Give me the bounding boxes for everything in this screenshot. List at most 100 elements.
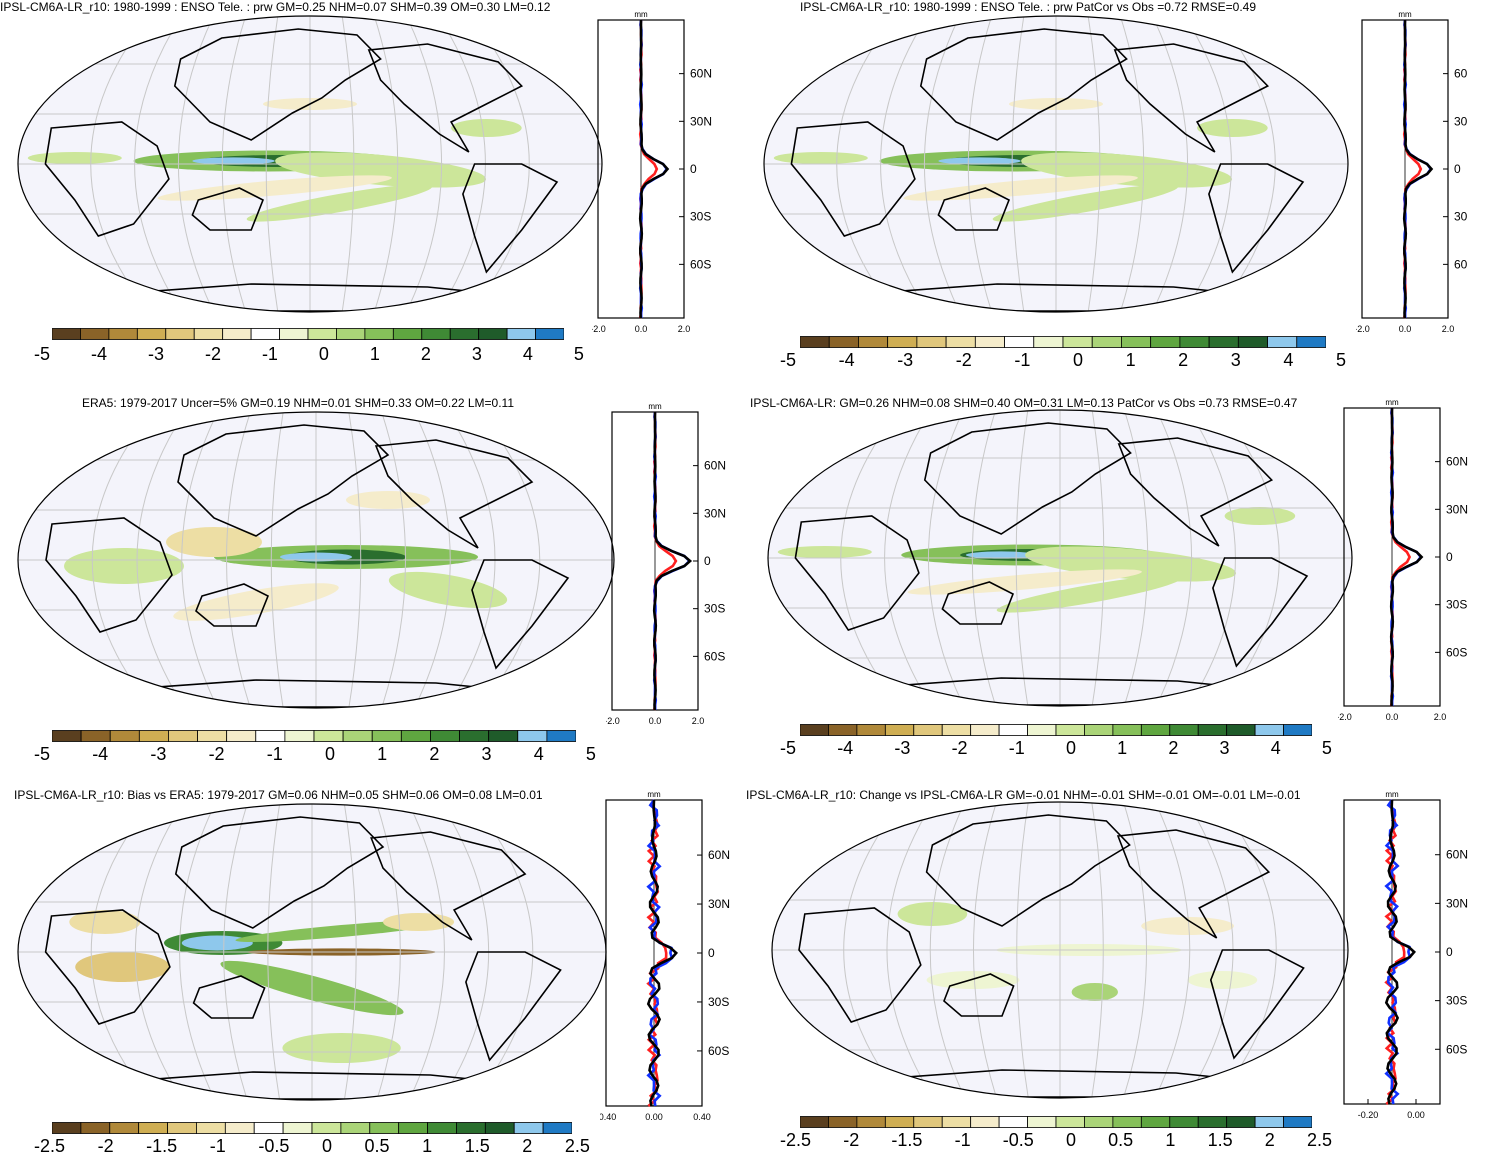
continent-outline-asia <box>919 28 1128 141</box>
colorbar-swatch <box>449 328 480 340</box>
colorbar-swatch <box>456 1122 486 1134</box>
continent-outline-australia <box>943 973 1015 1017</box>
anomaly-region <box>181 935 253 951</box>
anomaly-region <box>773 152 868 164</box>
colorbar <box>800 336 1326 348</box>
colorbar-tick-label: -5 <box>780 350 797 370</box>
anomaly-region <box>1224 507 1296 525</box>
colorbar-tick-label: 4 <box>533 744 544 764</box>
colorbar-tick-label: -2 <box>208 744 225 764</box>
colorbar-swatch <box>517 730 548 742</box>
profile-line-blue <box>638 19 669 319</box>
longitude-gridline <box>1011 16 1025 312</box>
colorbar-swatch <box>430 730 460 742</box>
zonal-mean-profile: mm 60N 30N 0 30S 60S -2.0 0.0 2.0 <box>1338 398 1468 722</box>
continent-outline-namerica <box>1116 829 1271 939</box>
colorbar-swatch <box>165 328 195 340</box>
colorbar-labels: -5 -4 -3 -2 -1 0 1 2 3 4 5 <box>780 738 1332 759</box>
longitude-gridline <box>1087 16 1101 312</box>
colorbar-tick-label: -2 <box>204 344 221 364</box>
colorbar <box>800 1116 1312 1128</box>
profile-ytick-label: 30S <box>690 210 711 224</box>
colorbar-swatch <box>1055 724 1085 736</box>
longitude-gridline <box>1153 802 1191 1098</box>
profile-ytick-label: 60S <box>1446 645 1467 659</box>
longitude-gridline <box>923 16 961 312</box>
colorbar-swatch <box>1084 1116 1114 1128</box>
colorbar-tick-label: -1 <box>266 744 283 764</box>
colorbar-swatch <box>828 336 859 348</box>
colorbar-swatch <box>1027 724 1057 736</box>
anomaly-region <box>1025 546 1237 582</box>
colorbar-labels: -5 -4 -3 -2 -1 0 1 2 3 4 5 <box>34 744 596 765</box>
longitude-gridline <box>90 16 152 312</box>
colorbar-tick-label: 2.5 <box>564 1136 590 1156</box>
world-map <box>17 411 615 709</box>
colorbar-swatch <box>887 336 918 348</box>
profile-ytick-label: 30S <box>1446 994 1467 1008</box>
colorbar-swatch <box>828 1116 858 1128</box>
colorbar-tick-label: 1 <box>422 1136 433 1156</box>
colorbar-tick-label: 0 <box>1065 738 1076 758</box>
colorbar-swatch <box>535 328 564 340</box>
colorbar-tick-label: -4 <box>92 744 109 764</box>
continent-outline-africa <box>44 909 171 1025</box>
longitude-gridline <box>478 412 541 708</box>
anomaly-region <box>275 152 487 188</box>
profile-ytick-label: 30N <box>690 114 712 128</box>
colorbar-swatch <box>1169 724 1199 736</box>
continent-outline-samerica <box>1208 163 1305 274</box>
colorbar-tick-label: 5 <box>1321 738 1332 758</box>
profile-xtick-label: 2.0 <box>692 716 705 726</box>
continent-outline-greenland <box>524 816 568 842</box>
zonal-mean-profile: mm 60N 30N 0 30S 60S -0.40 0.00 0.40 <box>600 790 730 1122</box>
profile-ytick-label: 30S <box>704 602 725 616</box>
colorbar-swatch <box>800 1116 829 1128</box>
colorbar-swatch <box>1254 724 1284 736</box>
colorbar-swatch <box>197 730 228 742</box>
profile-ytick-label: 60S <box>704 649 725 663</box>
profile-unit-label: mm <box>634 10 648 19</box>
colorbar-tick-label: -2 <box>843 1130 860 1150</box>
anomaly-region <box>173 583 339 621</box>
anomaly-region <box>388 571 508 609</box>
colorbar-tick-label: -3 <box>897 350 914 370</box>
colorbar-swatch <box>52 730 82 742</box>
longitude-gridline <box>1090 802 1104 1098</box>
longitude-gridline <box>1151 16 1189 312</box>
profile-ytick-label: 0 <box>690 162 697 176</box>
panel-title: IPSL-CM6A-LR_r10: Change vs IPSL-CM6A-LR… <box>746 788 1301 802</box>
colorbar-swatch <box>224 1122 255 1134</box>
continent-outline-africa <box>44 121 170 237</box>
colorbar-labels: -2.5 -2 -1.5 -1 -0.5 0 0.5 1 1.5 2 2.5 <box>34 1136 590 1157</box>
colorbar-swatch <box>974 336 1005 348</box>
colorbar-swatch <box>1197 724 1228 736</box>
colorbar-tick-label: -3 <box>894 738 911 758</box>
colorbar-swatch <box>513 1122 544 1134</box>
colorbar-swatch <box>313 730 344 742</box>
colorbar-tick-label: 3 <box>1219 738 1230 758</box>
map-border <box>767 409 1353 707</box>
longitude-gridline <box>1218 410 1280 706</box>
anomaly-region <box>75 952 170 982</box>
longitude-gridline <box>927 410 965 706</box>
map-content <box>764 16 1348 312</box>
profile-xtick-label: 0.0 <box>649 716 662 726</box>
colorbar-swatch <box>916 336 947 348</box>
profile-xtick-label: -2.0 <box>1356 324 1370 334</box>
profile-unit-label: mm <box>1385 790 1399 799</box>
longitude-gridline <box>343 804 357 1100</box>
map-border <box>763 15 1349 313</box>
panel-title: IPSL-CM6A-LR_r10: 1980-1999 : ENSO Tele.… <box>800 0 1256 14</box>
longitude-gridline <box>348 412 362 708</box>
longitude-gridline <box>1015 410 1029 706</box>
continent-outline-africa <box>45 517 173 633</box>
colorbar-tick-label: 4 <box>1283 350 1294 370</box>
colorbar-tick-label: -1.5 <box>891 1130 923 1150</box>
colorbar-swatch <box>307 328 337 340</box>
longitude-gridline <box>468 16 530 312</box>
longitude-gridline <box>90 804 153 1100</box>
longitude-gridline <box>1123 410 1149 706</box>
colorbar-tick-label: 0 <box>324 744 335 764</box>
anomaly-region <box>1021 152 1233 188</box>
